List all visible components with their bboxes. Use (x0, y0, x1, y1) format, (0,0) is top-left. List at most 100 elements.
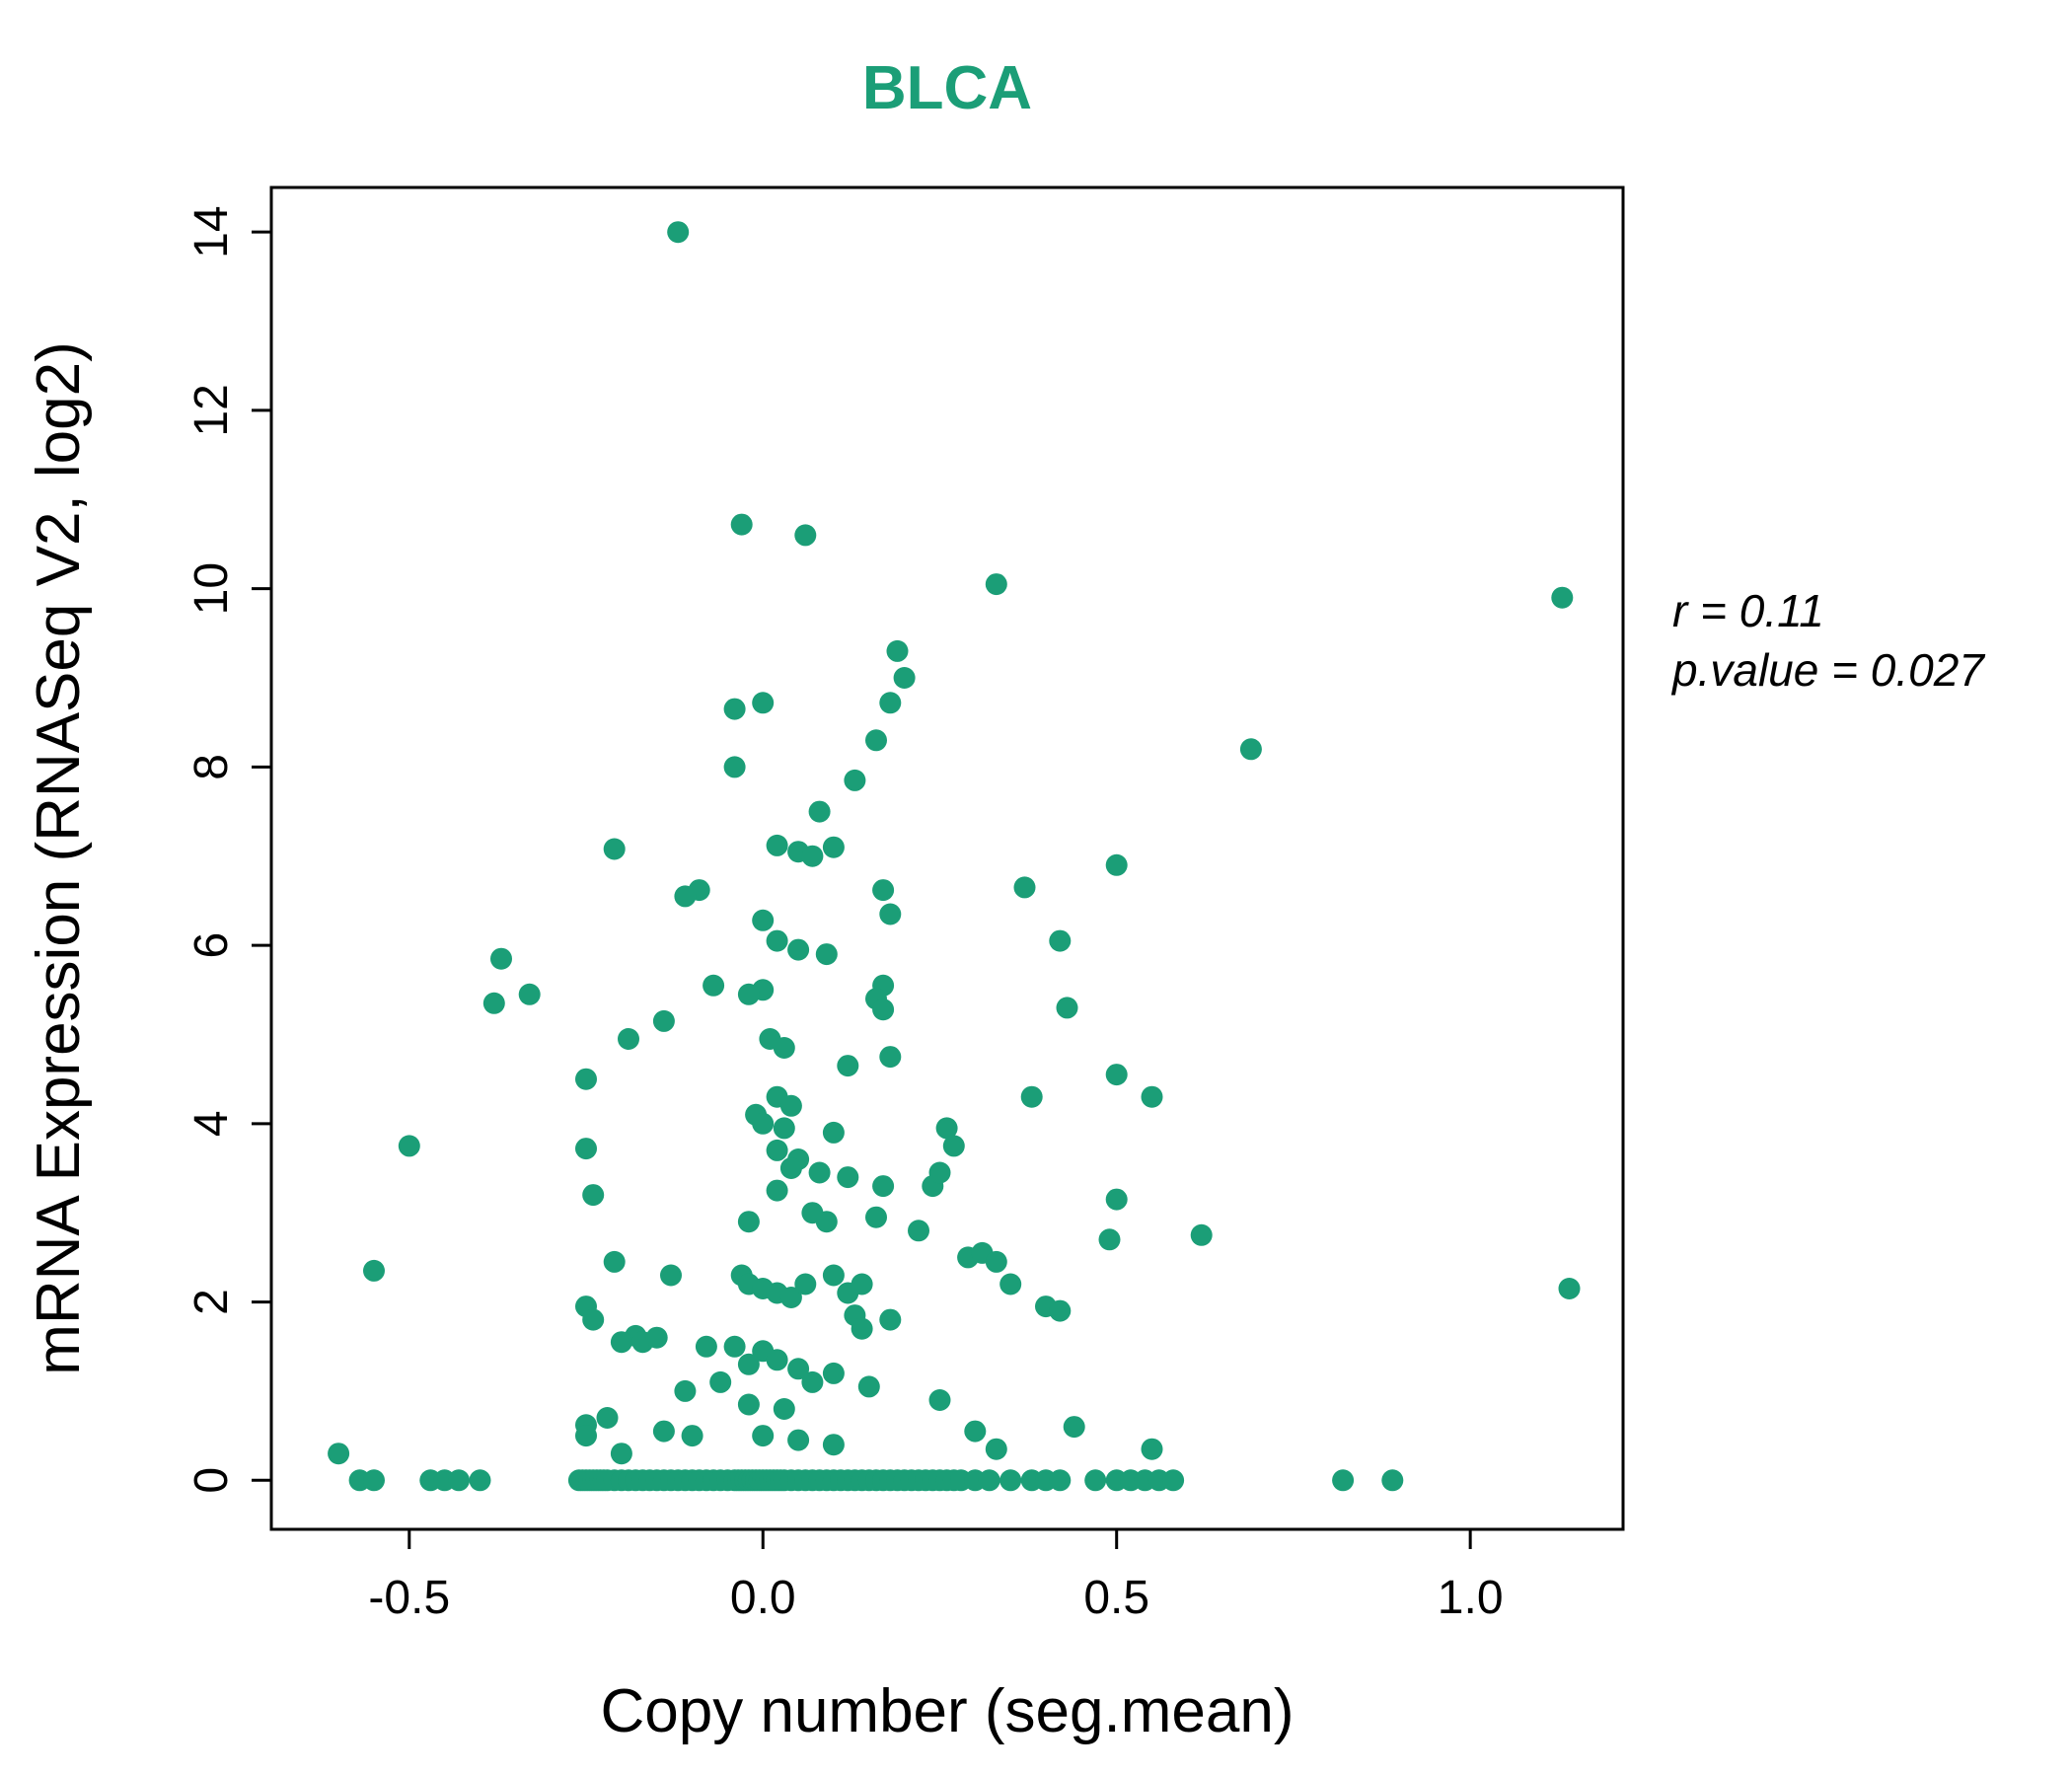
data-point (857, 1375, 880, 1398)
data-point (709, 1370, 732, 1393)
data-point (766, 1179, 788, 1202)
data-point (808, 1161, 831, 1184)
data-point (872, 999, 895, 1021)
data-point (822, 1264, 845, 1287)
data-point (1049, 929, 1072, 952)
data-point (667, 221, 690, 244)
data-point (978, 1469, 1000, 1492)
data-point (766, 1139, 788, 1161)
data-point (610, 1443, 632, 1465)
data-point (398, 1135, 420, 1157)
data-point (1063, 1416, 1085, 1439)
data-point (469, 1469, 491, 1492)
data-point (879, 903, 902, 925)
data-point (822, 1434, 845, 1456)
data-point (779, 1287, 802, 1308)
data-point (575, 1138, 597, 1160)
data-point (865, 1206, 887, 1228)
data-point (596, 1407, 619, 1429)
data-point (575, 1068, 597, 1090)
data-point (1013, 876, 1036, 899)
data-point (879, 1046, 902, 1069)
data-point (1020, 1085, 1043, 1108)
data-point (822, 1121, 845, 1144)
x-axis-label: Copy number (seg.mean) (601, 1677, 1295, 1745)
data-point (865, 729, 887, 752)
data-point (985, 573, 1007, 596)
data-point (928, 1389, 951, 1411)
y-tick-label: 12 (185, 384, 238, 436)
data-point (645, 1326, 668, 1349)
data-point (935, 1117, 958, 1140)
x-axis-ticks: -0.5 0.0 0.5 1.0 (368, 1529, 1504, 1624)
data-point (737, 1211, 760, 1233)
data-point (603, 1250, 626, 1273)
data-point (801, 1370, 824, 1393)
data-point (779, 1157, 802, 1179)
data-point (518, 983, 541, 1005)
y-tick-label: 10 (185, 562, 238, 615)
data-point (908, 1220, 929, 1242)
data-point (801, 845, 824, 867)
data-point (674, 1379, 697, 1402)
correlation-pvalue-annotation: p.value = 0.027 (1670, 644, 1985, 696)
plot-border (269, 185, 1625, 1531)
data-point (618, 1028, 639, 1050)
data-point (703, 974, 725, 997)
data-point (610, 1331, 632, 1354)
data-point (837, 1166, 859, 1189)
data-point (787, 938, 810, 961)
data-point (766, 929, 788, 952)
data-point (837, 1055, 859, 1077)
data-point (879, 692, 902, 714)
data-point (752, 909, 775, 931)
data-point (1381, 1469, 1404, 1492)
data-point (808, 800, 831, 823)
data-point (681, 1425, 703, 1447)
y-tick-label: 8 (185, 754, 238, 780)
data-point (851, 1273, 873, 1295)
data-point (737, 983, 760, 1005)
data-point (787, 1358, 810, 1380)
data-point (1049, 1469, 1072, 1492)
data-point (773, 1398, 795, 1420)
data-point (328, 1443, 350, 1465)
data-point (737, 1353, 760, 1375)
data-point (999, 1273, 1022, 1295)
y-tick-label: 6 (185, 932, 238, 959)
data-point (582, 1184, 605, 1207)
data-point (674, 885, 697, 908)
data-point (985, 1438, 1007, 1460)
data-point (723, 1335, 746, 1358)
data-point (363, 1259, 385, 1282)
data-point (1098, 1228, 1121, 1251)
data-point (1558, 1278, 1581, 1299)
data-point (766, 1349, 788, 1371)
x-tick-label: 0.5 (1083, 1572, 1149, 1624)
data-point (723, 698, 746, 720)
data-point (815, 1211, 838, 1233)
data-point (752, 1112, 775, 1135)
data-point (1141, 1085, 1163, 1108)
data-point (737, 1393, 760, 1416)
data-point (1105, 1188, 1128, 1211)
data-point (822, 836, 845, 858)
data-point (794, 524, 817, 547)
data-point (964, 1420, 987, 1443)
data-point (1105, 853, 1128, 876)
data-point (695, 1335, 717, 1358)
data-point (779, 1094, 802, 1117)
data-point (773, 1037, 795, 1059)
y-axis-ticks: 0 2 4 6 8 10 12 14 (185, 205, 271, 1494)
y-tick-label: 2 (185, 1289, 238, 1315)
data-point (482, 992, 505, 1014)
correlation-r-annotation: r = 0.11 (1672, 585, 1824, 636)
data-point (490, 947, 512, 970)
data-point (660, 1264, 682, 1287)
data-point (886, 639, 909, 662)
data-point (448, 1469, 470, 1492)
y-tick-label: 14 (185, 205, 238, 258)
data-point (893, 667, 916, 689)
x-tick-label: -0.5 (368, 1572, 450, 1624)
data-point (942, 1135, 965, 1157)
